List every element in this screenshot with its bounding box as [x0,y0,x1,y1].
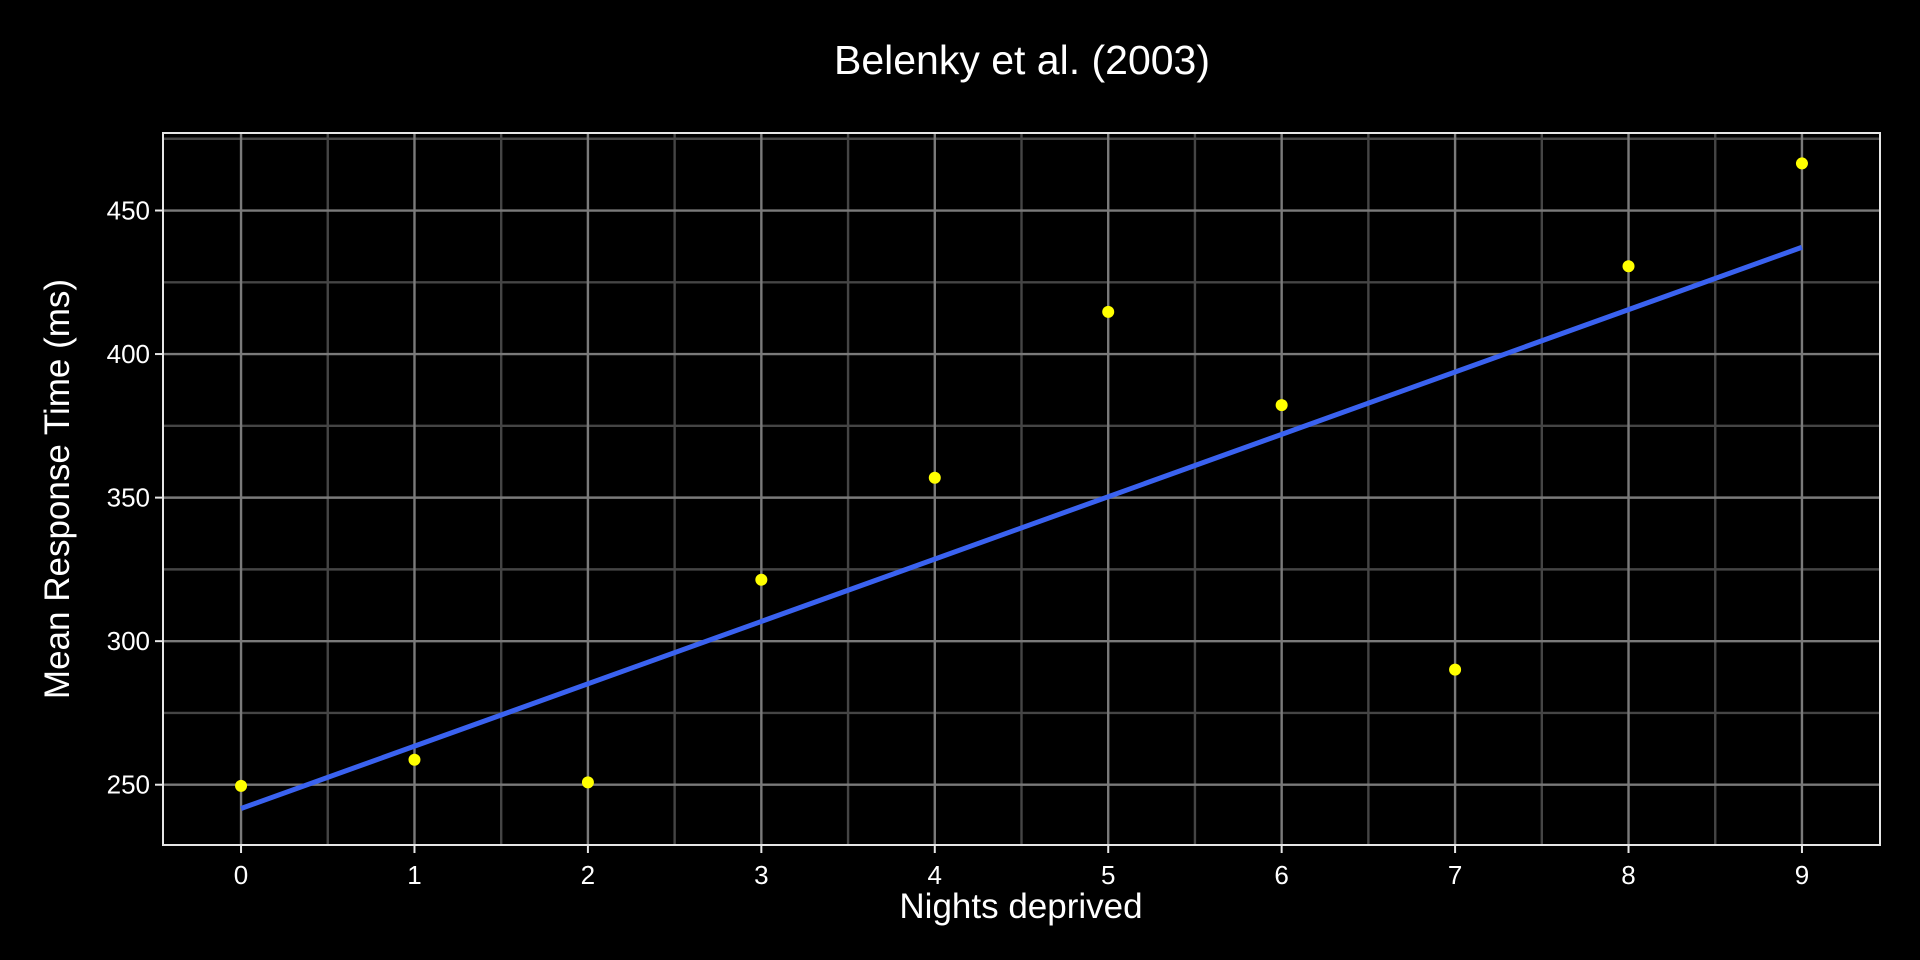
data-point [235,779,248,792]
plot-frame [162,132,1881,846]
y-tick-label: 400 [107,339,150,369]
y-tick-label: 300 [107,626,150,656]
data-point [1622,260,1635,273]
axis-ticks: 0 1 2 3 4 5 6 7 8 9 250 300 350 400 450 [107,196,1810,890]
x-tick-label: 2 [581,860,595,890]
data-point [581,776,594,789]
x-tick-label: 8 [1621,860,1635,890]
x-tick-label: 9 [1795,860,1809,890]
minor-gridlines [163,133,1880,845]
y-tick-label: 450 [107,196,150,226]
data-point [408,753,421,766]
x-tick-label: 6 [1274,860,1288,890]
data-points [235,157,1808,792]
x-tick-label: 7 [1448,860,1462,890]
chart-title: Belenky et al. (2003) [834,37,1210,83]
y-tick-label: 350 [107,483,150,513]
data-point [1449,663,1462,676]
x-tick-label: 5 [1101,860,1115,890]
data-point [1275,399,1288,412]
data-point [755,573,768,586]
fit-line-layer [240,244,1803,811]
data-point [928,471,941,484]
x-tick-label: 4 [928,860,942,890]
regression-line [240,244,1803,811]
major-gridlines [163,133,1880,845]
y-axis-label: Mean Response Time (ms) [38,279,77,699]
x-tick-label: 1 [407,860,421,890]
y-tick-label: 250 [107,770,150,800]
data-point [1102,305,1115,318]
x-tick-label: 3 [754,860,768,890]
x-axis-label: Nights deprived [899,887,1142,926]
x-tick-label: 0 [234,860,248,890]
data-point [1795,157,1808,170]
